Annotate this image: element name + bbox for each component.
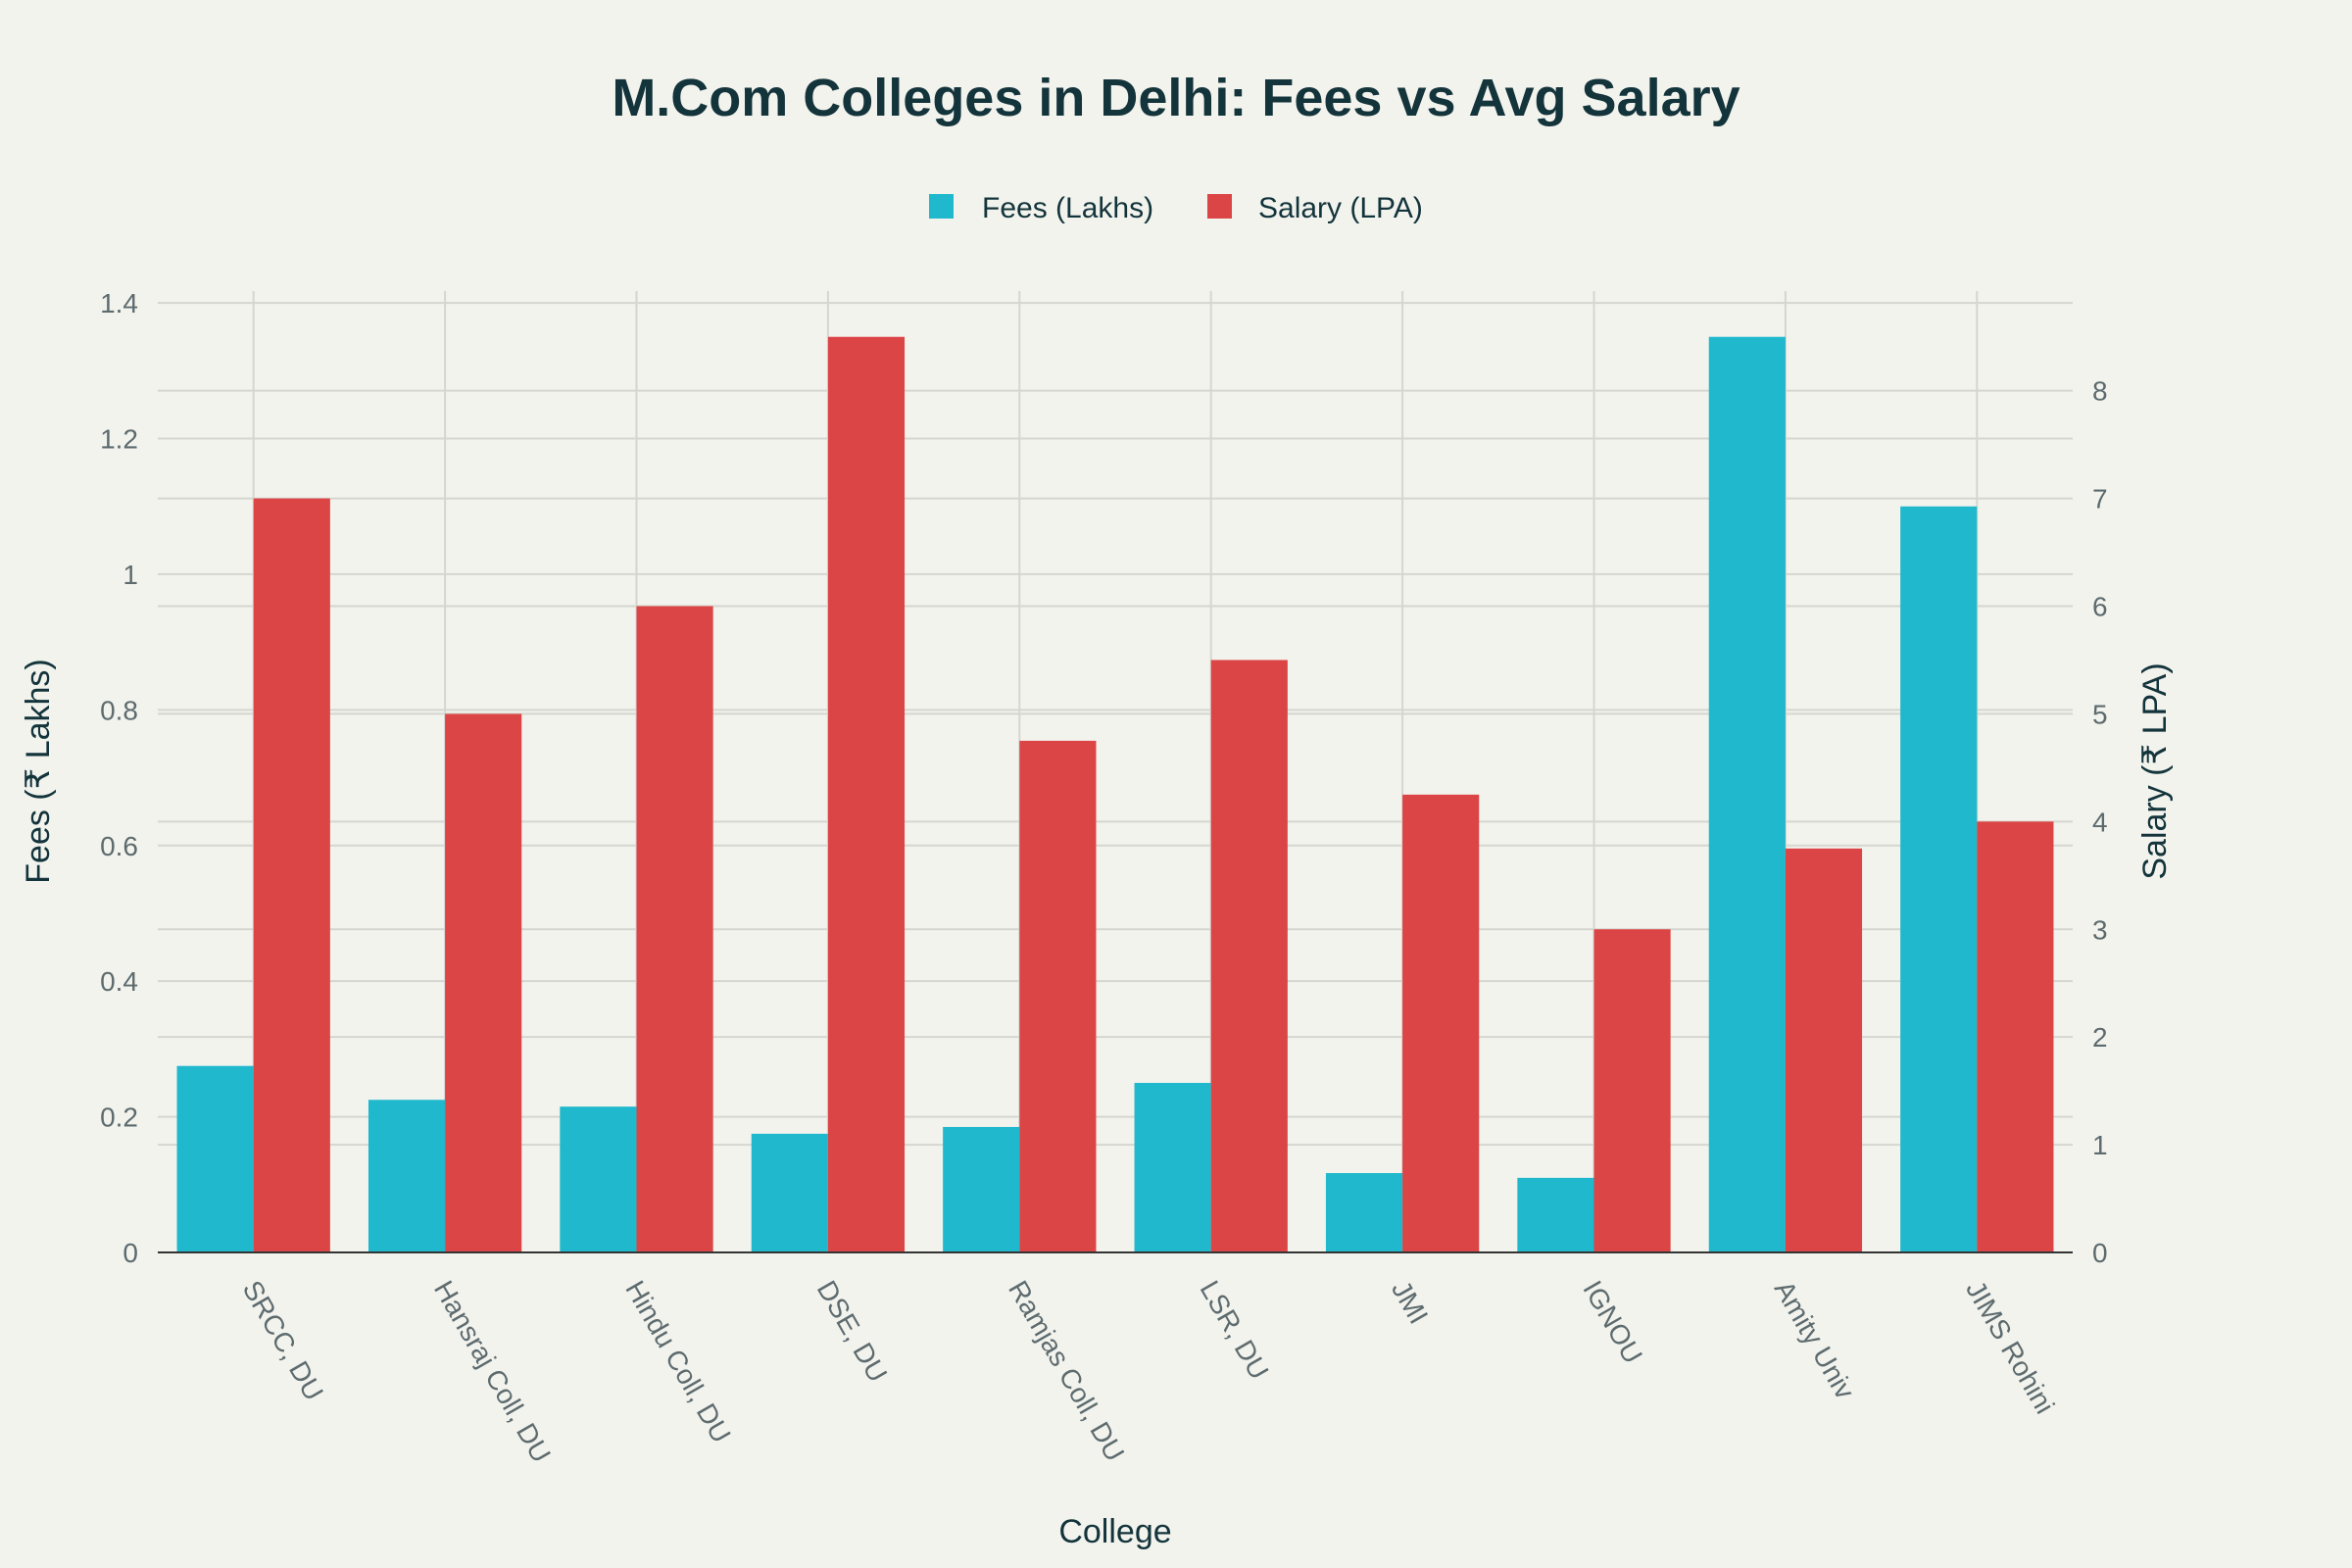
y-axis-title: Fees (₹ Lakhs) bbox=[20, 659, 57, 883]
x-tick-label: Ramjas Coll, DU bbox=[1003, 1276, 1130, 1467]
bar-fees bbox=[1517, 1177, 1594, 1252]
x-tick-label: LSR, DU bbox=[1195, 1276, 1275, 1385]
y-tick-label: 1.4 bbox=[100, 288, 138, 318]
bar-fees bbox=[751, 1133, 828, 1252]
y2-tick-label: 7 bbox=[2092, 484, 2108, 514]
bar-fees bbox=[1708, 336, 1786, 1252]
y2-tick-label: 0 bbox=[2092, 1238, 2108, 1268]
legend-swatch-fees bbox=[929, 194, 954, 219]
legend: Fees (Lakhs) Salary (LPA) bbox=[929, 192, 1423, 224]
bar-salary bbox=[445, 713, 522, 1252]
bar-salary bbox=[1593, 929, 1671, 1252]
bar-salary bbox=[253, 498, 330, 1252]
x-tick-label: JIMS Rohini bbox=[1960, 1276, 2060, 1419]
y2-axis-title: Salary (₹ LPA) bbox=[2136, 662, 2174, 879]
legend-swatch-salary bbox=[1207, 194, 1232, 219]
bar-salary bbox=[1785, 848, 1863, 1252]
y2-tick-label: 3 bbox=[2092, 914, 2108, 945]
bar-fees bbox=[560, 1106, 637, 1252]
y-tick-label: 0.6 bbox=[100, 831, 138, 861]
bar-fees bbox=[176, 1065, 254, 1252]
y-tick-label: 0.2 bbox=[100, 1102, 138, 1133]
y2-tick-label: 1 bbox=[2092, 1130, 2108, 1160]
x-axis-title: College bbox=[1058, 1513, 1171, 1550]
bar-salary bbox=[1402, 794, 1480, 1252]
y2-tick-label: 2 bbox=[2092, 1022, 2108, 1053]
x-tick-label: SRCC, DU bbox=[237, 1276, 330, 1406]
bar-salary bbox=[636, 606, 713, 1252]
y-tick-label: 0.4 bbox=[100, 966, 138, 997]
bar-fees bbox=[368, 1100, 446, 1252]
bar-salary bbox=[1210, 660, 1288, 1252]
bar-fees bbox=[1134, 1082, 1211, 1252]
x-tick-label: JMI bbox=[1386, 1276, 1434, 1330]
bar-fees bbox=[1325, 1173, 1403, 1252]
y2-tick-label: 5 bbox=[2092, 699, 2108, 729]
y2-tick-label: 6 bbox=[2092, 592, 2108, 622]
y2-tick-label: 8 bbox=[2092, 376, 2108, 407]
bar-salary bbox=[827, 336, 906, 1252]
bar-fees bbox=[1900, 506, 1978, 1252]
legend-label-fees[interactable]: Fees (Lakhs) bbox=[982, 192, 1153, 224]
y2-tick-label: 4 bbox=[2092, 807, 2108, 837]
x-tick-label: IGNOU bbox=[1577, 1276, 1648, 1369]
bar-salary bbox=[1977, 821, 2054, 1252]
y-tick-label: 0 bbox=[122, 1238, 138, 1268]
x-tick-label: Hindu Coll, DU bbox=[619, 1276, 736, 1448]
x-tick-label: Hansraj Coll, DU bbox=[428, 1276, 557, 1468]
y-tick-label: 0.8 bbox=[100, 695, 138, 725]
y-tick-label: 1.2 bbox=[100, 424, 138, 455]
x-tick-label: DSE, DU bbox=[811, 1276, 894, 1388]
legend-label-salary[interactable]: Salary (LPA) bbox=[1258, 192, 1423, 224]
bar-salary bbox=[1019, 740, 1097, 1252]
y-tick-label: 1 bbox=[122, 560, 138, 590]
x-tick-label: Amity Univ bbox=[1769, 1276, 1861, 1404]
bar-fees bbox=[943, 1126, 1020, 1252]
chart-title: M.Com Colleges in Delhi: Fees vs Avg Sal… bbox=[612, 69, 1740, 127]
